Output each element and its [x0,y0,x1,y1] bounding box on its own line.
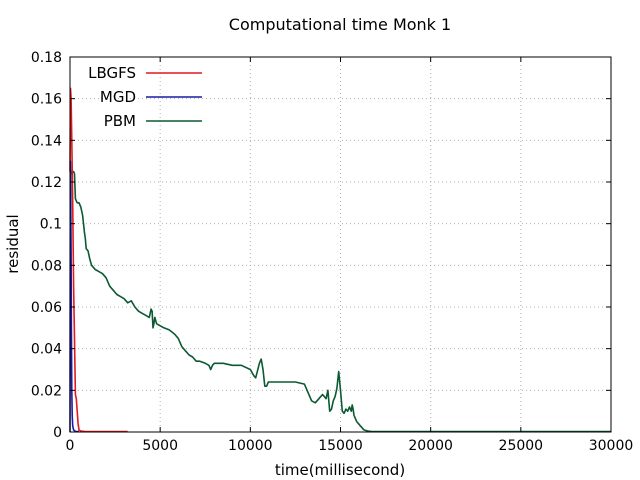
chart-title: Computational time Monk 1 [229,15,451,34]
x-tick-label: 25000 [499,438,544,454]
y-tick-label: 0.1 [40,217,62,233]
y-tick-label: 0.06 [31,300,62,316]
y-tick-label: 0.16 [31,92,62,108]
series-line-lbgfs [69,87,128,433]
y-axis-label: residual [4,214,22,273]
y-tick-label: 0.18 [31,50,62,66]
x-tick-label: 30000 [589,438,634,454]
legend: LBGFS MGD PBM [88,64,202,130]
x-tick-label: 5000 [142,438,178,454]
y-tick-label: 0.14 [31,133,62,149]
y-tick-label: 0.12 [31,175,62,191]
legend-label-lbgfs: LBGFS [88,64,136,82]
x-tick-label: 0 [66,438,75,454]
y-tick-label: 0.08 [31,258,62,274]
legend-label-mgd: MGD [100,88,136,106]
legend-label-pbm: PBM [104,112,136,130]
x-tick-label: 20000 [408,438,453,454]
grid [70,57,611,432]
y-tick-label: 0 [53,425,62,441]
series-line-pbm [70,170,611,433]
axis-ticks: 0 5000 10000 15000 20000 25000 30000 0 0.02 0.04 0… [31,50,633,454]
x-tick-label: 15000 [318,438,363,454]
x-tick-label: 10000 [228,438,273,454]
x-axis-label: time(millisecond) [275,461,405,479]
y-tick-label: 0.02 [31,383,62,399]
y-tick-label: 0.04 [31,342,62,358]
plot-lines [69,87,611,433]
